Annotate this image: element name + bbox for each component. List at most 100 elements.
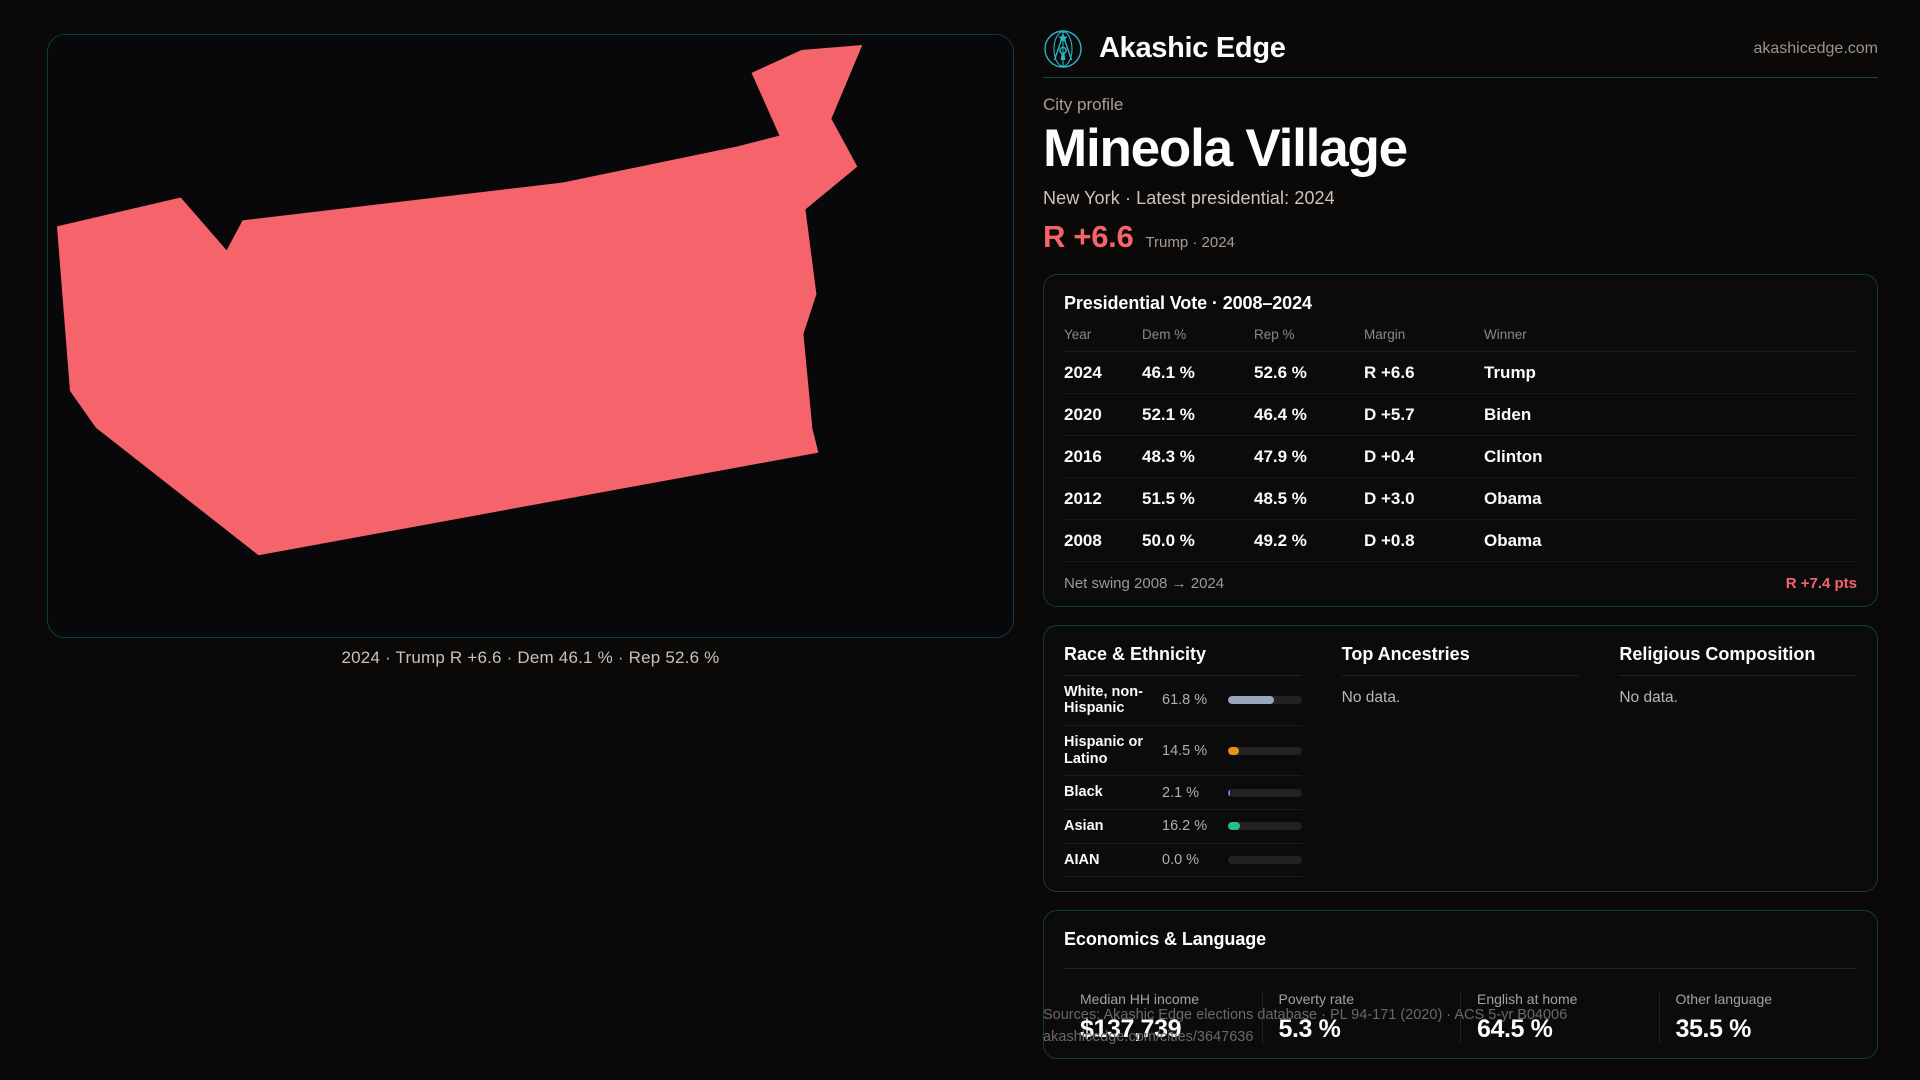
religious-composition-title: Religious Composition: [1619, 644, 1858, 676]
cell-year: 2024: [1064, 351, 1142, 394]
city-boundary-polygon: [56, 44, 863, 556]
top-ancestries-empty: No data.: [1341, 688, 1401, 706]
religious-composition-column: Religious Composition No data.: [1599, 644, 1877, 878]
religious-composition-empty: No data.: [1619, 688, 1678, 706]
col-header-margin: Margin: [1364, 326, 1484, 352]
cell-rep-pct: 49.2 %: [1254, 519, 1364, 562]
presidential-vote-card: Presidential Vote · 2008–2024 Year Dem %…: [1043, 273, 1878, 607]
race-percent: 0.0 %: [1162, 852, 1200, 868]
table-header-row: Year Dem % Rep % Margin Winner: [1064, 326, 1857, 352]
race-bar-fill: [1228, 822, 1240, 831]
cell-margin: D +5.7: [1364, 393, 1484, 436]
cell-year: 2020: [1064, 393, 1142, 436]
cell-winner: Trump: [1484, 351, 1857, 394]
race-bar-fill: [1228, 746, 1239, 755]
col-header-year: Year: [1064, 326, 1142, 352]
cell-rep-pct: 46.4 %: [1254, 393, 1364, 436]
economics-stat-value: 64.5 %: [1477, 1015, 1553, 1044]
page-subtitle: New York · Latest presidential: 2024: [1043, 187, 1335, 208]
economics-language-card: Economics & Language Median HH income $13…: [1043, 910, 1878, 1060]
race-bar-fill: [1228, 696, 1274, 705]
race-row: AIAN 0.0 %: [1064, 844, 1302, 878]
cell-rep-pct: 48.5 %: [1254, 477, 1364, 520]
net-swing-value: R +7.4 pts: [1785, 574, 1857, 592]
presidential-vote-body: 2024 46.1 % 52.6 % R +6.6 Trump 2020 52.1 % 46.…: [1064, 351, 1857, 562]
economics-stat-grid: Median HH income $137,739 Poverty rate 5.3 …: [1064, 968, 1857, 1045]
race-label: AIAN: [1064, 851, 1100, 868]
cell-year: 2008: [1064, 519, 1142, 562]
economics-stat-label: English at home: [1477, 991, 1578, 1008]
race-percent: 14.5 %: [1162, 742, 1208, 759]
table-row: 2008 50.0 % 49.2 % D +0.8 Obama: [1064, 519, 1857, 562]
city-boundary-map: [56, 44, 863, 556]
headline-margin-value: R +6.6: [1043, 218, 1134, 254]
race-percent: 16.2 %: [1162, 818, 1208, 835]
race-label: White, non-Hispanic: [1064, 683, 1143, 717]
economics-stat-value: $137,739: [1080, 1015, 1182, 1044]
table-row: 2020 52.1 % 46.4 % D +5.7 Biden: [1064, 393, 1857, 436]
race-bar-track: [1228, 822, 1302, 831]
cell-margin: D +0.8: [1364, 519, 1484, 562]
race-label: Black: [1064, 784, 1103, 801]
net-swing-label: Net swing 2008 → 2024: [1064, 574, 1225, 592]
presidential-vote-table: Year Dem % Rep % Margin Winner 2024 46.1 …: [1064, 326, 1857, 562]
akashic-emblem-icon: [1044, 29, 1082, 68]
footer-sources: Sources: Akashic Edge elections database…: [1043, 1007, 1568, 1023]
economics-stat: Poverty rate 5.3 %: [1261, 991, 1461, 1045]
race-row: Black 2.1 %: [1064, 776, 1302, 810]
right-column: Akashic Edge akashicedge.com City profil…: [1043, 26, 1878, 1060]
cell-year: 2012: [1064, 477, 1142, 520]
race-row: White, non-Hispanic 61.8 %: [1064, 676, 1302, 726]
race-label: Asian: [1064, 818, 1104, 834]
brand-header: Akashic Edge akashicedge.com: [1043, 26, 1878, 78]
economics-language-title: Economics & Language: [1064, 929, 1267, 950]
cell-dem-pct: 51.5 %: [1142, 477, 1254, 520]
race-ethnicity-list: White, non-Hispanic 61.8 % Hispanic or Lat…: [1064, 676, 1302, 878]
cell-dem-pct: 48.3 %: [1142, 435, 1254, 478]
headline-margin-detail: Trump · 2024: [1145, 233, 1235, 251]
demographics-card: Race & Ethnicity White, non-Hispanic 61.8…: [1043, 624, 1878, 893]
presidential-vote-title: Presidential Vote · 2008–2024: [1064, 292, 1312, 313]
cell-dem-pct: 52.1 %: [1142, 393, 1254, 436]
cell-winner: Clinton: [1484, 435, 1857, 478]
economics-stat-label: Median HH income: [1080, 991, 1200, 1008]
page-eyebrow: City profile: [1043, 95, 1124, 114]
top-ancestries-column: Top Ancestries No data.: [1322, 644, 1600, 878]
footer: Sources: Akashic Edge elections database…: [1043, 1004, 1743, 1049]
cell-winner: Biden: [1484, 393, 1857, 436]
race-bar-track: [1228, 746, 1302, 755]
cell-winner: Obama: [1484, 477, 1857, 520]
race-row: Asian 16.2 %: [1064, 810, 1302, 844]
race-bar-track: [1228, 788, 1302, 797]
race-row: Hispanic or Latino 14.5 %: [1064, 726, 1302, 777]
table-row: 2016 48.3 % 47.9 % D +0.4 Clinton: [1064, 435, 1857, 478]
economics-stat-value: 5.3 %: [1278, 1015, 1341, 1044]
headline-margin: R +6.6 Trump · 2024: [1043, 219, 1878, 255]
race-bar-fill: [1228, 788, 1230, 797]
race-ethnicity-title: Race & Ethnicity: [1064, 644, 1302, 676]
race-bar-track: [1228, 696, 1302, 705]
city-map-panel[interactable]: [47, 34, 1014, 638]
cell-rep-pct: 52.6 %: [1254, 351, 1364, 394]
race-percent: 61.8 %: [1162, 692, 1208, 709]
footer-permalink[interactable]: akashicedge.com/cities/3647636: [1043, 1029, 1254, 1046]
col-header-rep: Rep %: [1254, 326, 1364, 352]
economics-stat: Median HH income $137,739: [1064, 991, 1262, 1044]
race-bar-track: [1228, 856, 1302, 864]
economics-stat: English at home 64.5 %: [1460, 991, 1659, 1045]
cell-margin: D +3.0: [1364, 477, 1484, 520]
race-ethnicity-column: Race & Ethnicity White, non-Hispanic 61.8…: [1044, 644, 1322, 878]
map-caption: 2024 · Trump R +6.6 · Dem 46.1 % · Rep 5…: [341, 648, 720, 667]
net-swing-row: Net swing 2008 → 2024 R +7.4 pts: [1064, 562, 1857, 592]
race-label: Hispanic or Latino: [1064, 733, 1143, 767]
top-ancestries-title: Top Ancestries: [1341, 644, 1580, 676]
col-header-winner: Winner: [1484, 326, 1857, 352]
brand-name: Akashic Edge: [1099, 32, 1286, 64]
cell-year: 2016: [1064, 435, 1142, 478]
cell-margin: D +0.4: [1364, 435, 1484, 478]
cell-rep-pct: 47.9 %: [1254, 435, 1364, 478]
col-header-dem: Dem %: [1142, 326, 1254, 352]
table-row: 2012 51.5 % 48.5 % D +3.0 Obama: [1064, 477, 1857, 520]
brand-url[interactable]: akashicedge.com: [1753, 39, 1878, 57]
